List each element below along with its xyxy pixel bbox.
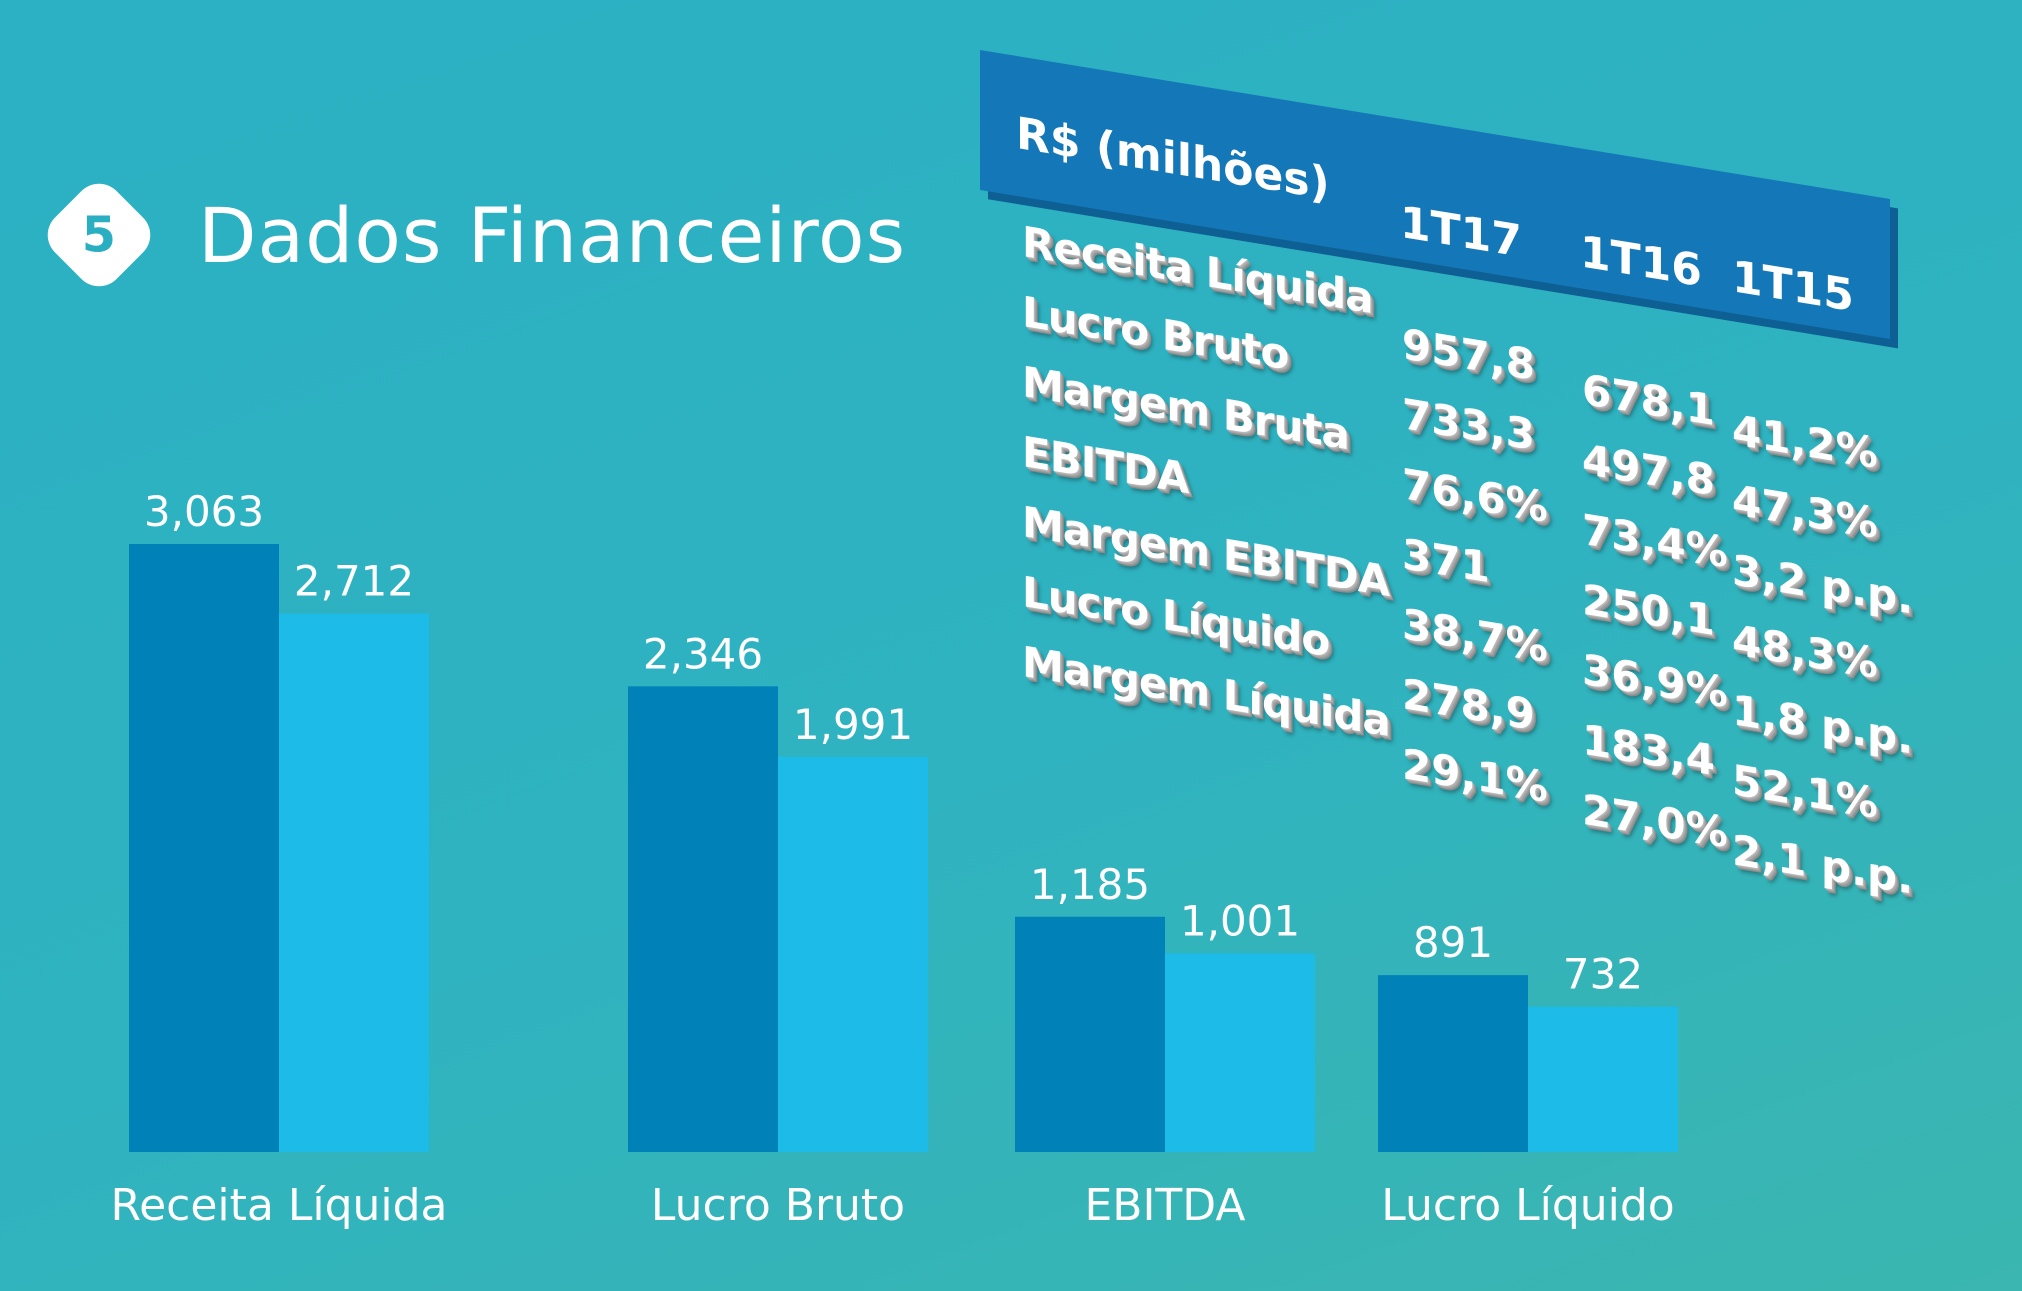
- financial-table: R$ (milhões) 1T17 1T16 1T15 Receita Líqu…: [980, 30, 1913, 979]
- bar-ebitda-series-2: [1165, 953, 1315, 1152]
- row-value: 2,1 p.p.: [1732, 825, 1914, 904]
- data-label: 3,063: [144, 487, 264, 536]
- data-label: 1,185: [1030, 860, 1150, 909]
- data-label: 891: [1413, 918, 1493, 967]
- table-column-header: 1T16: [1580, 226, 1702, 298]
- bar-receita-l-quida-series-2: [279, 613, 429, 1152]
- category-label: Lucro Bruto: [651, 1180, 905, 1231]
- data-label: 1,001: [1180, 896, 1300, 945]
- bar-lucro-bruto-series-1: [628, 686, 778, 1152]
- data-label: 2,346: [643, 629, 763, 678]
- category-label: Receita Líquida: [110, 1180, 447, 1231]
- bar-lucro-l-quido-series-2: [1528, 1006, 1678, 1152]
- bar-ebitda-series-1: [1015, 916, 1165, 1152]
- bar-lucro-l-quido-series-1: [1378, 975, 1528, 1152]
- category-label: Lucro Líquido: [1381, 1180, 1674, 1231]
- bar-receita-l-quida-series-1: [129, 544, 279, 1152]
- table-column-header: 1T15: [1732, 251, 1854, 323]
- data-label: 732: [1563, 950, 1643, 999]
- category-label: EBITDA: [1084, 1180, 1245, 1231]
- row-value: 29,1%: [1402, 739, 1548, 812]
- section-header: 5 Dados Financeiros: [37, 173, 907, 297]
- table-header-label: R$ (milhões): [1016, 107, 1330, 211]
- bar-lucro-bruto-series-2: [778, 756, 928, 1152]
- table-column-header: 1T17: [1400, 196, 1522, 268]
- page-title: Dados Financeiros: [198, 190, 907, 280]
- row-value: 27,0%: [1582, 784, 1728, 858]
- data-label: 1,991: [793, 700, 913, 749]
- data-label: 2,712: [294, 557, 414, 606]
